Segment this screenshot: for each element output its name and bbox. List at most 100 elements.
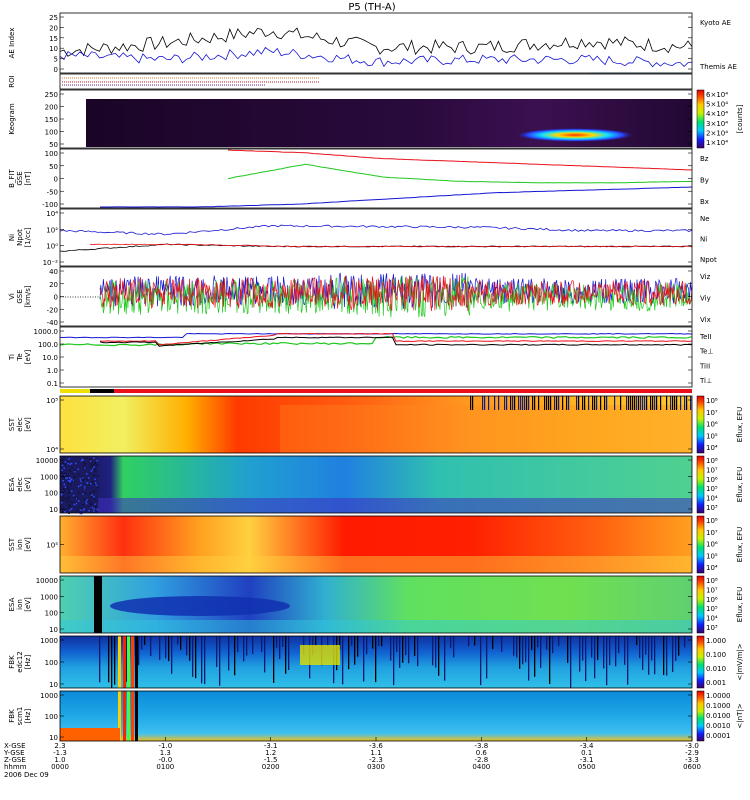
esa-elec-speckle — [83, 508, 86, 510]
esa-elec-speckle — [89, 502, 92, 505]
keogram-aurora-blob — [515, 128, 635, 142]
sst-elec-stripe — [550, 396, 552, 410]
sst-elec-stripe — [524, 396, 526, 410]
bfield-ytick: 50 — [49, 163, 58, 171]
time-axis-value: 1.3 — [160, 749, 171, 757]
esa-elec-speckle — [82, 487, 84, 490]
sst-elec-stripe — [558, 396, 560, 410]
temp-legend-entry: Te⊥ — [699, 348, 714, 356]
fbk2-ylabel: FBK — [8, 709, 16, 723]
fbk-edc12-stripe — [399, 636, 401, 668]
ae-ytick: 25 — [49, 14, 58, 22]
fbk1-ytick: 1000 — [40, 637, 58, 645]
time-axis-value: -2.9 — [685, 749, 699, 757]
time-axis-value: -3.1 — [580, 756, 594, 764]
sst_e-frame — [59, 395, 693, 454]
fbk-edc12-stripe — [288, 636, 290, 670]
sst-elec-stripe — [494, 396, 496, 410]
fbk-edc12-stripe — [474, 636, 476, 646]
fbk-edc12-stripe — [390, 636, 392, 661]
esa-elec-speckle — [92, 468, 94, 470]
fbk-edc12-stripe — [642, 636, 644, 670]
density-ylabel: Ni — [8, 234, 16, 241]
keogram-colorbar-tick: 1×10⁴ — [706, 139, 728, 147]
fbk-edc12-stripe — [570, 636, 572, 688]
esa-elec-speckle — [68, 496, 70, 498]
velocity-ytick: 20 — [49, 281, 58, 289]
sst-elec-stripe — [484, 396, 486, 410]
temp-ylabel: Ti — [8, 354, 16, 361]
esa-elec-speckle — [93, 490, 96, 493]
fbk-edc12-stripe — [468, 636, 470, 647]
esa-elec-speckle — [93, 508, 95, 510]
sst-elec-stripe — [594, 396, 596, 410]
esa-elec-speckle — [74, 502, 76, 504]
esa-elec-speckle — [64, 461, 67, 463]
esa-elec-speckle — [67, 480, 70, 482]
density-ylabel: Npot — [16, 229, 24, 246]
keogram-colorbar-tick: 3×10⁴ — [706, 120, 728, 128]
sst_i-colorbar-tick: 10⁷ — [706, 529, 718, 537]
esa-elec-speckle — [80, 512, 83, 515]
esa-elec-speckle — [71, 490, 73, 492]
esa-elec-speckle — [65, 477, 67, 479]
esa_e-ylabel: elec — [16, 477, 24, 492]
fbk-edc12-stripe — [486, 636, 488, 679]
viz-noise — [99, 274, 693, 312]
sst-elec-stripe — [606, 396, 608, 410]
fbk-edc12-stripe — [615, 636, 617, 667]
esa-elec-speckle — [93, 482, 95, 485]
time-axis-value: -3.0 — [685, 742, 699, 750]
fbk-edc12-stripe — [315, 636, 317, 647]
esa-elec-speckle — [97, 487, 100, 489]
esa-elec-speckle — [80, 480, 82, 482]
esa_i-ytick: 10000 — [36, 577, 58, 585]
fbk-edc12-stripe — [237, 636, 239, 653]
esa-elec-speckle — [93, 498, 96, 501]
esa-elec-speckle — [75, 502, 77, 505]
esa-elec-speckle — [63, 467, 65, 469]
time-axis-row-label: 2006 Dec 09 — [4, 771, 49, 779]
esa-ion-spectrogram — [60, 576, 692, 633]
fbk-edc12-hot-region — [300, 645, 340, 665]
fbk-edc12-stripe — [525, 636, 527, 663]
fbk-edc12-stripe — [405, 636, 407, 656]
bfield-panel — [100, 149, 693, 208]
esa-elec-speckle — [64, 511, 66, 513]
esa-elec-speckle — [70, 462, 73, 465]
esa-elec-speckle — [94, 502, 96, 504]
sst_i-ylabel: [eV] — [24, 537, 32, 552]
fbk-edc12-stripe — [408, 636, 410, 664]
sst-elec-stripe — [548, 396, 550, 410]
fbk2-ytick: 1000 — [40, 692, 58, 700]
esa-elec-speckle — [93, 466, 95, 468]
sst-elec-stripe — [654, 396, 656, 410]
fbk-scm1-burst — [123, 691, 126, 741]
time-axis-row-label: Z-GSE — [4, 756, 26, 764]
esa-elec-speckle — [94, 503, 96, 505]
esa-elec-speckle — [82, 504, 84, 506]
fbk-edc12-stripe — [186, 636, 188, 656]
sst-elec-stripe — [544, 396, 546, 410]
fbk-edc12-stripe — [375, 636, 377, 683]
fbk-edc12-stripe — [645, 636, 647, 655]
sst-elec-stripe — [626, 396, 628, 410]
fbk-edc12-stripe — [99, 636, 101, 683]
esa-elec-speckle — [85, 502, 88, 505]
esa-elec-speckle — [63, 456, 65, 459]
sst-elec-stripe — [506, 396, 508, 410]
esa_i-colorbar-tick: 10⁴ — [706, 615, 718, 623]
bfield-ylabel: B_FIT — [8, 168, 16, 187]
sst-elec-stripe — [576, 396, 578, 410]
esa-elec-speckle — [89, 492, 91, 494]
sst-elec-stripe — [596, 396, 598, 410]
sst_e-ylabel: SST — [8, 417, 16, 431]
fbk1-colorbar-label: <|mV/m|> — [736, 643, 744, 680]
bfield-legend-entry: Bx — [700, 198, 709, 206]
density-legend-entry: Ne — [700, 215, 710, 223]
esa-elec-speckle — [82, 466, 85, 468]
fbk-scm1-spectrogram — [60, 691, 692, 741]
time-axis-value: -0.0 — [158, 756, 172, 764]
bz-series — [227, 149, 692, 171]
esa-elec-speckle — [67, 488, 70, 490]
